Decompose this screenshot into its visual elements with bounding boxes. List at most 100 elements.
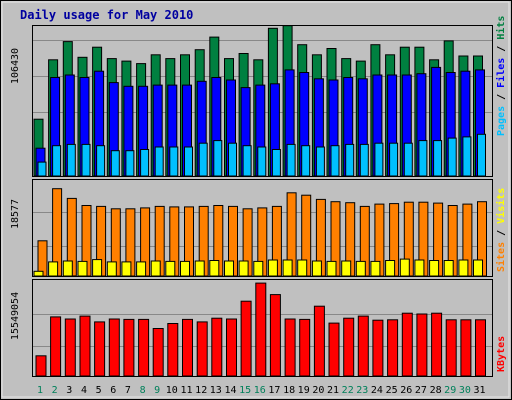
bar-pages-day-24 [374, 142, 384, 177]
bar-kbytes-day-6 [108, 318, 120, 377]
legend-hits: Hits [495, 16, 507, 40]
bar-kbytes-day-26 [401, 312, 413, 377]
x-tick-label-day-17: 17 [268, 385, 280, 396]
bar-pages-day-13 [213, 140, 223, 177]
x-tick-label-day-20: 20 [312, 385, 324, 396]
bar-kbytes-day-9 [152, 328, 164, 377]
x-tick-label-day-6: 6 [110, 385, 116, 396]
bar-visits-day-1 [33, 270, 44, 277]
x-tick-label-day-19: 19 [298, 385, 310, 396]
legend-sites: Sites [495, 242, 507, 272]
x-tick-label-day-31: 31 [473, 385, 485, 396]
x-tick-label-day-14: 14 [224, 385, 236, 396]
bar-visits-day-14 [224, 260, 234, 277]
bar-kbytes-day-2 [50, 316, 62, 377]
bar-kbytes-day-13 [211, 317, 223, 377]
bar-pages-day-6 [110, 150, 120, 177]
bar-pages-day-2 [52, 145, 62, 177]
x-axis-labels: 1 2 3 4 5 6 7 8 9 10 11 12 13 14 15 16 17 18 19 20 21 22 23 24 2… [37, 385, 486, 396]
bar-pages-day-16 [257, 146, 267, 177]
bar-kbytes-day-3 [64, 318, 76, 377]
bar-kbytes-day-8 [138, 318, 150, 377]
bar-visits-day-17 [267, 259, 278, 277]
bar-visits-day-5 [92, 259, 103, 277]
bar-visits-day-21 [326, 260, 337, 277]
x-tick-label-day-8: 8 [140, 385, 146, 396]
x-tick-label-day-16: 16 [254, 385, 266, 396]
bar-kbytes-day-24 [372, 319, 384, 377]
bar-visits-day-22 [341, 260, 352, 277]
bar-kbytes-day-29 [445, 319, 457, 377]
bar-kbytes-day-19 [299, 318, 311, 377]
bar-pages-day-9 [154, 146, 164, 177]
bar-kbytes-day-5 [94, 321, 106, 377]
bar-kbytes-day-12 [196, 321, 208, 377]
bar-kbytes-day-14 [226, 318, 237, 377]
y-tick-label-hits: 106430 [10, 48, 21, 84]
bar-pages-day-5 [96, 145, 106, 177]
chart-title: Daily usage for May 2010 [20, 8, 193, 22]
bar-kbytes-day-31 [475, 319, 486, 377]
bar-visits-day-9 [150, 260, 161, 277]
x-tick-label-day-3: 3 [66, 385, 72, 396]
bar-pages-day-21 [330, 145, 340, 177]
bar-pages-day-23 [359, 143, 369, 177]
bar-kbytes-day-21 [328, 322, 340, 377]
bar-kbytes-day-1 [35, 355, 47, 377]
x-tick-label-day-5: 5 [96, 385, 102, 396]
bar-visits-day-11 [180, 260, 190, 277]
bar-pages-day-7 [125, 150, 135, 177]
legend-kbytes: KBytes [496, 336, 507, 372]
x-tick-label-day-4: 4 [81, 385, 87, 396]
bar-pages-day-1 [37, 161, 47, 177]
bar-pages-day-18 [286, 143, 296, 177]
bar-visits-day-8 [136, 261, 147, 277]
bar-visits-day-16 [253, 260, 264, 277]
y-tick-label-kbytes: 15549054 [10, 292, 21, 340]
bar-kbytes-day-4 [79, 315, 91, 377]
bar-kbytes-day-22 [343, 317, 355, 377]
legend-kbytes-wrap: KBytes [496, 336, 507, 372]
x-tick-label-day-18: 18 [283, 385, 295, 396]
bar-pages-day-14 [228, 142, 237, 177]
bar-visits-day-27 [414, 259, 425, 277]
x-tick-label-day-2: 2 [52, 385, 58, 396]
bar-kbytes-day-16 [255, 282, 267, 377]
bar-pages-day-3 [66, 143, 76, 177]
bar-pages-day-30 [462, 136, 472, 177]
bar-visits-day-23 [355, 260, 366, 277]
bar-visits-day-3 [62, 260, 73, 277]
bar-pages-day-20 [315, 146, 325, 177]
bar-kbytes-day-23 [357, 315, 369, 377]
bar-visits-day-28 [429, 260, 440, 277]
bar-kbytes-day-28 [431, 312, 443, 377]
bar-kbytes-day-15 [240, 300, 252, 377]
x-tick-label-day-11: 11 [180, 385, 192, 396]
bar-pages-day-31 [477, 133, 486, 177]
bar-kbytes-day-10 [167, 323, 179, 377]
bar-pages-day-10 [169, 146, 179, 177]
x-tick-label-day-12: 12 [195, 385, 207, 396]
bar-pages-day-19 [301, 145, 311, 177]
x-tick-label-day-21: 21 [327, 385, 339, 396]
bar-pages-day-28 [433, 140, 443, 177]
bar-visits-day-25 [385, 260, 396, 277]
bar-pages-day-8 [140, 149, 150, 177]
x-tick-label-day-25: 25 [386, 385, 398, 396]
bar-kbytes-day-18 [284, 318, 296, 377]
bar-visits-day-7 [121, 261, 132, 277]
x-tick-label-day-30: 30 [459, 385, 471, 396]
legend-hits-files-pages: Pages / Files / Hits [495, 16, 507, 136]
bar-visits-day-30 [458, 259, 469, 277]
bar-visits-day-26 [399, 258, 410, 277]
bar-visits-day-18 [282, 259, 293, 277]
x-tick-label-day-22: 22 [342, 385, 354, 396]
y-tick-label-sites: 18577 [10, 199, 21, 229]
legend-pages: Pages [496, 106, 507, 136]
bar-visits-day-10 [165, 260, 176, 277]
bar-visits-day-20 [311, 260, 322, 277]
bar-visits-day-12 [194, 260, 205, 277]
x-tick-label-day-27: 27 [415, 385, 427, 396]
